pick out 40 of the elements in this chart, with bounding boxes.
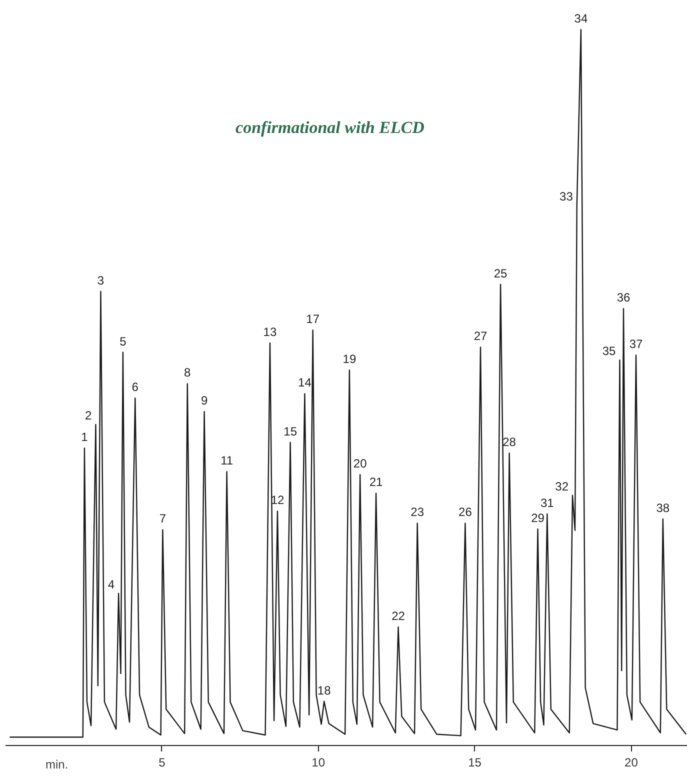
annotation: 31 [540,496,554,510]
annotation: 3 [97,273,104,288]
annotation: 12 [270,493,284,508]
x-axis-title: min. [46,758,68,772]
annotation: 17 [306,312,320,326]
x-tick-label: 10 [312,756,326,770]
annotation: 4 [108,577,115,592]
annotation: 14 [298,376,312,390]
annotation: 9 [200,394,208,408]
annotation: 28 [502,435,516,450]
annotation: 29 [531,510,545,525]
annotation: 25 [494,266,508,280]
annotation: 33 [560,190,574,204]
annotation: 36 [616,290,630,305]
annotation: 34 [574,12,588,26]
x-tick-label: 5 [158,756,166,770]
annotation: 18 [317,683,332,698]
annotation: 21 [369,475,384,490]
annotation: 38 [656,500,670,515]
annotation: 13 [263,324,277,339]
x-tick-label: 20 [624,756,638,770]
annotation: 11 [220,454,234,468]
annotation: 37 [629,337,643,352]
annotation: 7 [159,512,166,526]
annotation: 35 [602,344,616,358]
annotation: 22 [392,608,406,623]
annotation: 6 [132,380,139,394]
annotation: 23 [410,505,424,520]
annotation: confirmational with ELCD [236,118,424,137]
annotation: 2 [85,408,92,423]
annotation: 20 [353,456,368,471]
x-tick-label: 15 [468,756,482,770]
annotation: 26 [458,505,472,520]
annotation: 1 [81,430,88,444]
annotation: 27 [474,329,488,344]
annotation: 5 [120,334,127,348]
annotation: 15 [284,424,298,438]
annotation: 19 [342,352,356,366]
annotation: 32 [555,479,569,494]
annotation: 8 [184,366,192,380]
